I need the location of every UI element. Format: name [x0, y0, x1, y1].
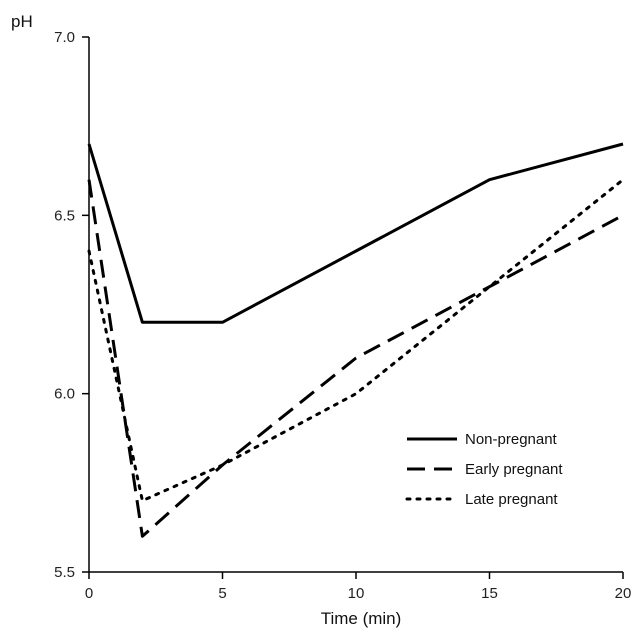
x-tick-label: 20 [615, 585, 632, 602]
y-tick-label: 6.5 [54, 207, 75, 224]
legend: Non-pregnant Early pregnant Late pregnant [405, 431, 563, 508]
y-tick-label: 6.0 [54, 386, 75, 403]
series-line-non-pregnant [87, 142, 624, 324]
series-line-late-pregnant [87, 178, 625, 503]
y-tick-label: 5.5 [54, 564, 75, 581]
x-axis-title: Time (min) [321, 609, 402, 628]
series-line-early-pregnant [87, 179, 624, 538]
series-layer [87, 142, 625, 538]
y-tick-label: 7.0 [54, 29, 75, 46]
legend-label-late-pregnant: Late pregnant [465, 491, 558, 508]
x-tick-label: 15 [481, 585, 498, 602]
x-tick-label: 0 [85, 585, 93, 602]
tick-marks: 5.5 6.0 6.5 7.0 0 5 10 15 20 [54, 29, 631, 602]
x-tick-label: 10 [348, 585, 365, 602]
y-axis-title: pH [11, 12, 33, 31]
legend-label-non-pregnant: Non-pregnant [465, 431, 558, 448]
legend-label-early-pregnant: Early pregnant [465, 461, 563, 478]
x-tick-label: 5 [218, 585, 226, 602]
